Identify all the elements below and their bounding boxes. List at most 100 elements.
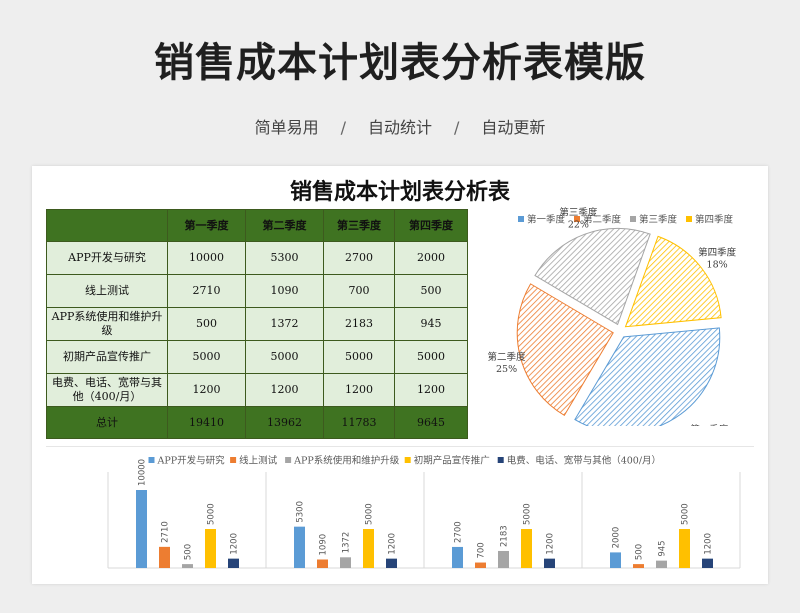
bar-chart: APP开发与研究 线上测试 APP系统使用和维护升级 初期产品宣传推广 电费、电话、宽带… (107, 455, 741, 569)
table-cell: 5000 (167, 340, 246, 374)
legend-label: 第四季度 (695, 214, 734, 226)
table-cell: 5000 (323, 340, 395, 374)
legend-label: 电费、电话、宽带与其他（400/月） (507, 455, 661, 467)
tag-separator: / (340, 118, 346, 137)
table-row: 线上测试 2710 1090 700 500 (46, 274, 468, 308)
pie-slice (516, 283, 614, 417)
table-cell: 1200 (245, 373, 324, 407)
table-cell: 1200 (167, 373, 246, 407)
bar-value-label: 5000 (207, 503, 217, 525)
table-cell: 5300 (245, 241, 324, 275)
legend-swatch (686, 216, 692, 222)
bar (363, 529, 374, 568)
table-cell: 945 (394, 307, 468, 341)
page-title: 销售成本计划表分析表模版 (154, 40, 646, 86)
legend-label: 初期产品宣传推广 (414, 455, 490, 467)
sheet-title: 销售成本计划表分析表 (289, 180, 510, 205)
divider (46, 446, 754, 447)
pie-slice (624, 235, 722, 328)
table-cell: 1200 (394, 373, 468, 407)
pie-slice (534, 227, 651, 326)
table-row: APP开发与研究 10000 5300 2700 2000 (46, 241, 468, 275)
total-cell: 13962 (245, 406, 324, 439)
header-cell: 第二季度 (245, 209, 324, 242)
total-cell: 9645 (394, 406, 468, 439)
table-cell: 5000 (245, 340, 324, 374)
legend-label: APP系统使用和维护升级 (293, 455, 400, 467)
bar-value-label: 1200 (388, 533, 398, 555)
legend-swatch (148, 457, 155, 463)
table-cell: 2183 (323, 307, 395, 341)
legend-swatch (404, 457, 411, 463)
bar (228, 558, 239, 568)
table-cell: 1372 (245, 307, 324, 341)
bar (317, 559, 328, 568)
total-cell: 19410 (167, 406, 246, 439)
bar (452, 546, 463, 568)
tag-auto-update: 自动更新 (481, 118, 546, 137)
pie-percent: 22% (568, 219, 589, 230)
bar-value-label: 5000 (681, 503, 691, 525)
legend-label: 第二季度 (583, 214, 622, 226)
bar (521, 529, 532, 568)
legend-swatch (230, 457, 237, 463)
pie-label: 第四季度 (698, 247, 737, 259)
table-cell: 1090 (245, 274, 324, 308)
header-cell (46, 209, 168, 242)
table-cell: 1200 (323, 373, 395, 407)
row-label: 线上测试 (46, 274, 168, 308)
header-cell: 第四季度 (394, 209, 468, 242)
bar-value-label: 2710 (161, 521, 171, 543)
legend-label: 第三季度 (639, 214, 678, 226)
bar-value-label: 1200 (230, 533, 240, 555)
legend-swatch (285, 457, 292, 463)
bar-value-label: 1200 (546, 533, 556, 555)
pie-label: 第一季度 (690, 423, 729, 426)
row-label: 电费、电话、宽带与其他（400/月） (46, 373, 168, 407)
pie-percent: 25% (496, 364, 517, 375)
bar-value-label: 1090 (319, 534, 329, 556)
table-cell: 2700 (323, 241, 395, 275)
legend-swatch (574, 216, 580, 222)
bar (340, 557, 351, 568)
row-label: APP系统使用和维护升级 (46, 307, 168, 341)
pie-slice (574, 327, 721, 426)
bar (656, 560, 667, 568)
bar (544, 558, 555, 568)
bar-value-label: 500 (184, 544, 194, 560)
header-cell: 第三季度 (323, 209, 395, 242)
bar-value-label: 500 (635, 544, 645, 560)
legend-label: 第一季度 (527, 214, 566, 226)
bar (679, 529, 690, 568)
feature-tags: 简单易用 / 自动统计 / 自动更新 (0, 114, 800, 138)
table-cell: 500 (167, 307, 246, 341)
table-row: APP系统使用和维护升级 500 1372 2183 945 (46, 307, 468, 341)
tag-auto-stat: 自动统计 (367, 118, 432, 137)
bar-value-label: 945 (658, 540, 668, 556)
spreadsheet-preview: 销售成本计划表分析表 第一季度 第二季度 第三季度 第四季度 APP开发与研究 … (32, 166, 768, 584)
bar-value-label: 5000 (365, 503, 375, 525)
bar-value-label: 1372 (342, 532, 352, 554)
bar (294, 526, 305, 568)
bar-value-label: 10000 (138, 459, 148, 486)
table-cell: 700 (323, 274, 395, 308)
bar (386, 558, 397, 568)
bar (205, 529, 216, 568)
bar (136, 490, 147, 568)
pie-chart: 第一季度第二季度第三季度第四季度第一季度35%第二季度25%第三季度22%第四季… (488, 206, 737, 426)
row-label: 初期产品宣传推广 (46, 340, 168, 374)
row-label: APP开发与研究 (46, 241, 168, 275)
legend-swatch (497, 457, 504, 463)
bar (633, 564, 644, 568)
bar (159, 546, 170, 568)
bar-value-label: 700 (477, 542, 487, 558)
bar (498, 550, 509, 568)
bar-value-label: 5000 (523, 503, 533, 525)
pie-label: 第三季度 (559, 206, 598, 218)
table-row: 电费、电话、宽带与其他（400/月） 1200 1200 1200 1200 (46, 373, 468, 407)
table-total-row: 总计 19410 13962 11783 9645 (46, 406, 468, 439)
pie-percent: 18% (707, 260, 728, 271)
bar (610, 552, 621, 568)
header-cell: 第一季度 (167, 209, 246, 242)
bar (475, 562, 486, 568)
